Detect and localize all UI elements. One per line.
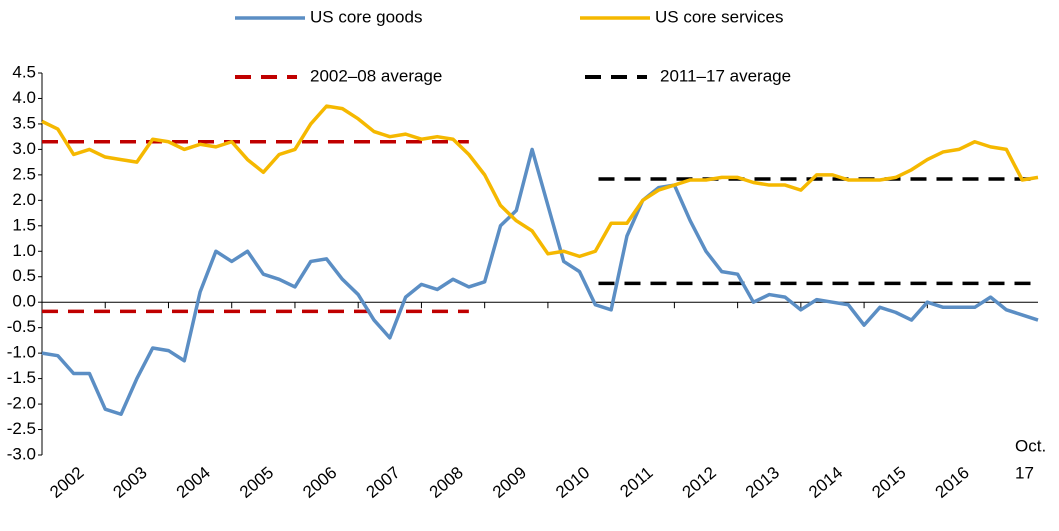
x-tick-label: 2013	[742, 463, 783, 502]
annotation: 17	[1015, 463, 1034, 482]
x-tick-label: 2009	[489, 463, 530, 502]
y-tick-label: 1.5	[12, 215, 36, 234]
y-tick-label: -1.0	[7, 343, 36, 362]
y-tick-label: 3.0	[12, 139, 36, 158]
y-tick-label: 4.0	[12, 88, 36, 107]
y-tick-label: 2.0	[12, 190, 36, 209]
series-line	[41, 104, 1039, 259]
annotation: Oct.	[1015, 436, 1046, 455]
x-tick-label: 2007	[362, 463, 403, 502]
x-tick-label: 2011	[616, 463, 656, 501]
x-tick-label: 2008	[426, 463, 467, 502]
x-tick-label: 2010	[552, 463, 593, 502]
x-tick-label: 2016	[932, 463, 973, 502]
y-tick-label: 4.5	[12, 62, 36, 81]
series-line	[41, 147, 1039, 417]
y-tick-label: -3.0	[7, 444, 36, 463]
legend-label: 2002–08 average	[310, 66, 442, 85]
legend-label: 2011–17 average	[660, 66, 791, 85]
x-tick-label: 2014	[805, 463, 846, 502]
y-tick-label: 0.5	[12, 266, 36, 285]
x-tick-label: 2004	[173, 463, 214, 502]
x-tick-label: 2003	[110, 463, 151, 502]
y-tick-label: 1.0	[12, 241, 36, 260]
legend-label: US core goods	[310, 7, 422, 26]
x-tick-label: 2006	[299, 463, 340, 502]
y-tick-label: -1.5	[7, 368, 36, 387]
y-tick-label: -2.0	[7, 394, 36, 413]
y-tick-label: 3.5	[12, 113, 36, 132]
y-tick-label: 0.0	[12, 292, 36, 311]
x-tick-label: 2002	[46, 463, 87, 502]
y-tick-label: -2.5	[7, 419, 36, 438]
x-tick-label: 2012	[679, 463, 720, 502]
x-tick-label: 2005	[236, 463, 277, 502]
legend-label: US core services	[655, 7, 783, 26]
y-tick-label: -0.5	[7, 317, 36, 336]
x-tick-label: 2015	[868, 463, 909, 502]
y-tick-label: 2.5	[12, 164, 36, 183]
